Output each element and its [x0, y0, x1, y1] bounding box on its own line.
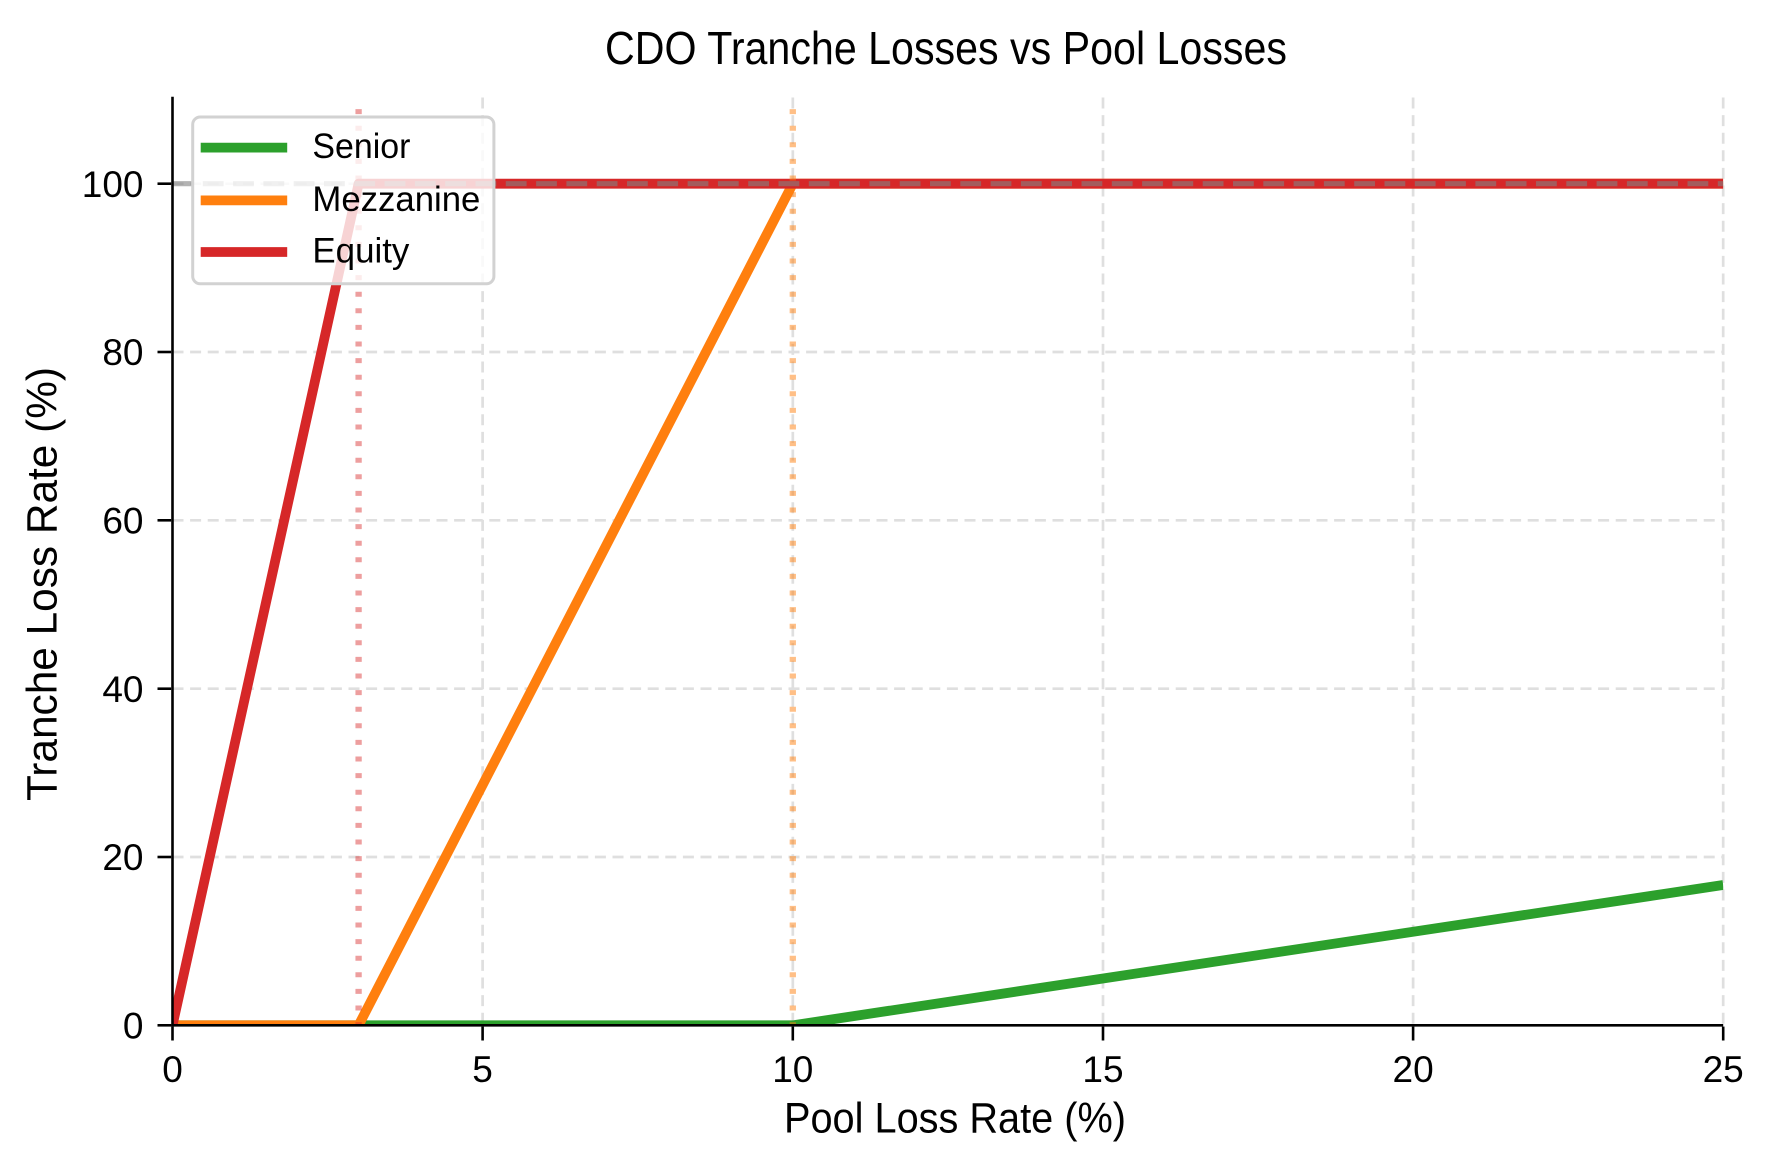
- svg-text:Mezzanine: Mezzanine: [312, 179, 480, 219]
- svg-text:20: 20: [1393, 1049, 1434, 1090]
- svg-text:40: 40: [102, 669, 143, 710]
- svg-text:10: 10: [772, 1049, 813, 1090]
- svg-text:60: 60: [102, 501, 143, 542]
- svg-text:20: 20: [102, 837, 143, 878]
- svg-text:0: 0: [123, 1006, 144, 1047]
- svg-text:Pool Loss Rate (%): Pool Loss Rate (%): [784, 1095, 1126, 1143]
- svg-text:0: 0: [162, 1049, 183, 1090]
- svg-text:100: 100: [82, 164, 144, 205]
- svg-text:Tranche Loss Rate (%): Tranche Loss Rate (%): [19, 367, 67, 801]
- svg-text:Equity: Equity: [312, 231, 409, 271]
- svg-text:25: 25: [1703, 1049, 1744, 1090]
- svg-text:15: 15: [1082, 1049, 1123, 1090]
- svg-text:CDO Tranche Losses vs Pool Los: CDO Tranche Losses vs Pool Losses: [605, 22, 1287, 74]
- svg-text:Senior: Senior: [312, 126, 410, 166]
- svg-text:5: 5: [472, 1049, 493, 1090]
- svg-text:80: 80: [102, 332, 143, 373]
